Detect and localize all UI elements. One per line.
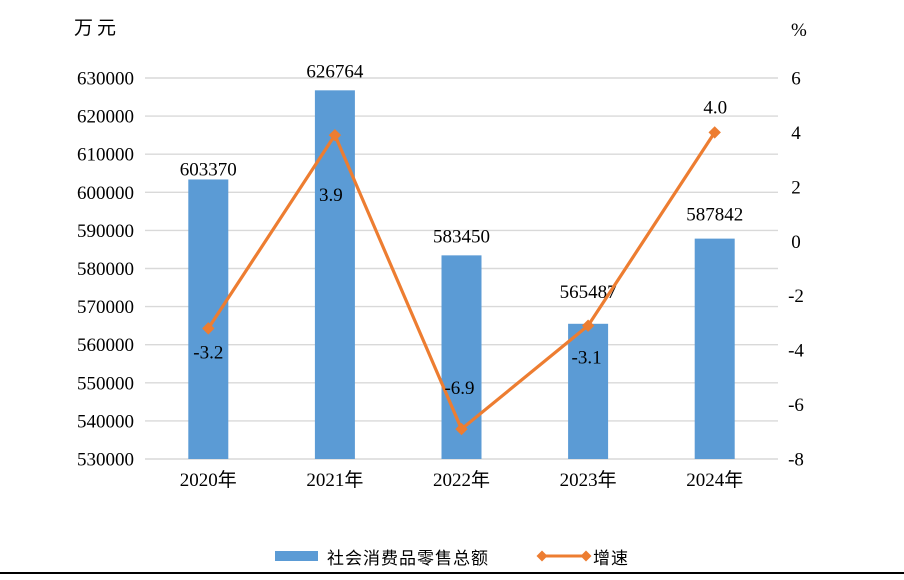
bar-value-label: 626764: [306, 61, 364, 82]
line-value-label: -3.2: [193, 342, 223, 363]
line-marker-2024年: [708, 126, 721, 139]
bar-value-label: 587842: [686, 205, 743, 226]
legend-item-line-series: 增速: [489, 544, 629, 569]
bar-value-label: 603370: [180, 159, 237, 180]
y-axis-tick-label: 620000: [77, 107, 134, 128]
bar-value-label: 565487: [560, 282, 617, 303]
y2-axis-tick-label: -8: [788, 450, 804, 471]
x-axis-tick-label: 2020年: [180, 469, 237, 491]
legend-line-marker-icon: [536, 550, 592, 562]
line-marker-2023年: [581, 319, 595, 332]
line-marker-2021年: [328, 128, 342, 142]
y-axis-tick-label: 540000: [77, 411, 134, 432]
legend: 社会消费品零售总额 增速: [0, 541, 904, 571]
x-axis-tick-label: 2023年: [560, 469, 617, 491]
y-axis-tick-label: 530000: [77, 450, 134, 471]
y-axis-tick-label: 600000: [77, 183, 134, 204]
right-axis-unit-label: %: [791, 20, 807, 41]
x-axis-tick-label: 2022年: [433, 469, 490, 491]
x-axis-tick-label: 2021年: [306, 469, 363, 491]
left-axis-unit-label: 万元: [74, 18, 121, 39]
y2-axis-tick-label: 6: [791, 69, 801, 90]
x-axis-tick-label: 2024年: [686, 469, 743, 491]
y-axis-tick-label: 570000: [77, 297, 134, 318]
y-axis-tick-label: 630000: [77, 69, 134, 90]
line-marker-2020年: [202, 322, 215, 335]
y2-axis-tick-label: -4: [788, 341, 804, 362]
y-axis-tick-label: 550000: [77, 373, 134, 394]
y2-axis-tick-label: 4: [791, 123, 801, 144]
bar-2024年: [694, 238, 735, 459]
legend-bar-series-label: 社会消费品零售总额: [327, 548, 489, 568]
bar-value-label: 583450: [433, 226, 490, 247]
y-axis-tick-label: 580000: [77, 259, 134, 280]
y-axis-tick-label: 610000: [77, 145, 134, 166]
y-axis-tick-label: 590000: [77, 221, 134, 242]
legend-bar-swatch: [275, 551, 318, 561]
line-value-label: 3.9: [319, 185, 343, 206]
y2-axis-tick-label: -2: [788, 286, 804, 307]
line-marker-2022年: [455, 422, 468, 436]
legend-line-series-label: 增速: [593, 548, 629, 568]
bar-2023年: [568, 323, 609, 459]
legend-item-bar-series: 社会消费品零售总额: [275, 544, 489, 569]
bar-2020年: [188, 179, 229, 459]
y2-axis-tick-label: -6: [788, 395, 804, 416]
bottom-border-line: [0, 572, 904, 574]
plot-area: 630000 620000 610000 600000 590000 580000 5700…: [77, 61, 804, 491]
y2-axis-tick-label: 0: [791, 232, 801, 253]
y2-axis-tick-label: 2: [791, 177, 801, 198]
line-value-label: -3.1: [572, 348, 602, 369]
y-axis-tick-label: 560000: [77, 335, 134, 356]
line-value-label: 4.0: [703, 97, 727, 118]
bar-2021年: [314, 90, 355, 459]
line-value-label: -6.9: [444, 378, 474, 399]
